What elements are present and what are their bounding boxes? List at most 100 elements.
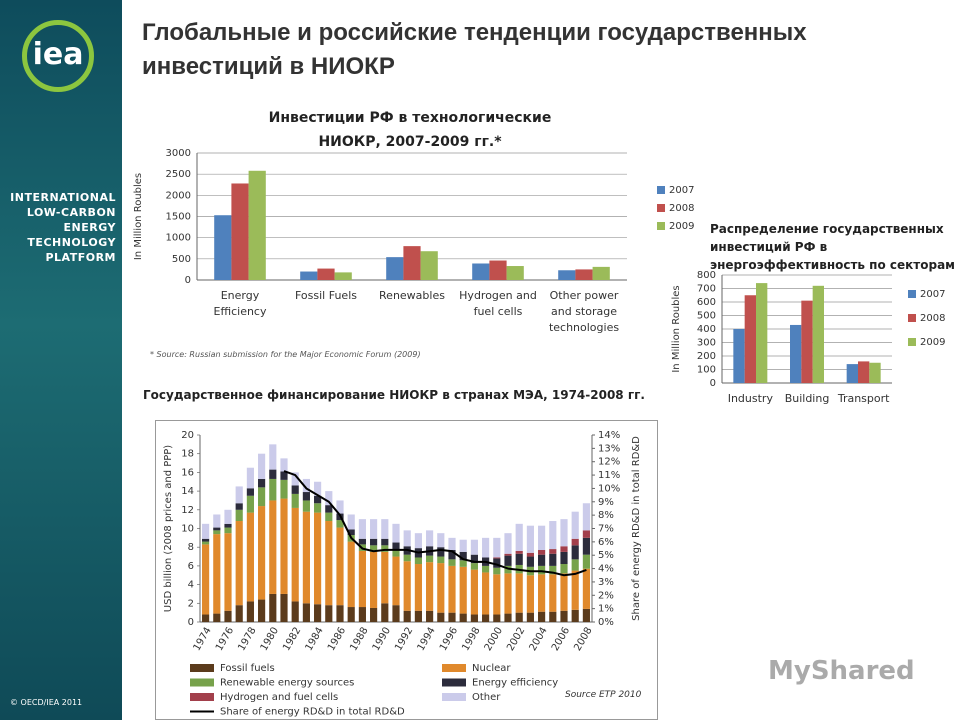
bar-segment: [526, 525, 534, 553]
bar-segment: [538, 554, 546, 566]
legend-swatch: [190, 678, 214, 687]
bar-segment: [582, 554, 590, 569]
bar-segment: [291, 472, 299, 486]
bar-segment: [347, 541, 355, 608]
bar: [744, 295, 756, 383]
x-tick-label: 1984: [304, 626, 326, 654]
y-tick-label: 300: [697, 338, 716, 349]
bar-segment: [392, 542, 400, 551]
bar-segment: [258, 478, 266, 488]
bar: [231, 183, 249, 280]
x-tick-label: 2006: [550, 626, 572, 654]
bar-segment: [549, 574, 557, 612]
y-tick-label: 100: [697, 365, 716, 376]
bar-segment: [538, 550, 546, 555]
x-tick-label: Industry: [727, 392, 773, 405]
y-tick-label: 0: [185, 275, 191, 286]
y-tick-label: 0: [710, 378, 716, 389]
bar-segment: [325, 505, 333, 513]
x-tick-label: 1992: [393, 626, 415, 654]
bar-segment: [560, 610, 568, 622]
bar-segment: [571, 570, 579, 610]
y2-tick-label: 13%: [598, 443, 620, 454]
bar-segment: [414, 533, 422, 549]
bar-segment: [526, 612, 534, 622]
bar-segment: [459, 551, 467, 561]
bar-segment: [515, 612, 523, 622]
bar-segment: [314, 503, 322, 513]
bar-segment: [482, 537, 490, 558]
x-tick-label: 1998: [460, 626, 482, 654]
legend-swatch: [908, 314, 916, 322]
legend-swatch: [190, 664, 214, 672]
bar-segment: [470, 539, 478, 555]
bar-segment: [314, 495, 322, 504]
y2-tick-label: 5%: [598, 550, 614, 561]
bar-segment: [549, 611, 557, 622]
bar-segment: [336, 527, 344, 606]
bar-segment: [526, 552, 534, 557]
bar-segment: [246, 495, 254, 513]
bar-segment: [571, 511, 579, 539]
y-tick-label: 0: [188, 617, 194, 628]
bar-segment: [493, 567, 501, 575]
bar-segment: [515, 550, 523, 554]
bar: [472, 263, 490, 280]
x-tick-label: 2008: [572, 626, 594, 654]
bar-segment: [571, 545, 579, 560]
bar-segment: [269, 478, 277, 501]
bar: [869, 362, 881, 383]
chart-note: * Source: Russian submission for the Maj…: [150, 350, 421, 359]
bar-segment: [370, 551, 378, 608]
bar-segment: [493, 537, 501, 558]
bar-segment: [470, 569, 478, 615]
bar-segment: [526, 575, 534, 613]
bar-segment: [302, 603, 310, 622]
bar-segment: [336, 605, 344, 622]
bar-segment: [336, 520, 344, 528]
bar-segment: [538, 611, 546, 622]
legend-label: Fossil fuels: [220, 663, 275, 674]
legend-swatch: [442, 693, 466, 701]
bar: [300, 271, 318, 280]
y-tick-label: 2500: [166, 169, 191, 180]
x-tick-label: 1996: [438, 626, 460, 654]
y-tick-label: 20: [181, 430, 194, 441]
bar-segment: [291, 601, 299, 622]
x-tick-label: Fossil Fuels: [295, 289, 357, 302]
bar-segment: [269, 593, 277, 622]
bar-segment: [235, 509, 243, 522]
bar-segment: [325, 521, 333, 606]
bar-segment: [392, 523, 400, 543]
bar: [214, 215, 232, 280]
legend-swatch: [442, 664, 466, 672]
bar-segment: [258, 506, 266, 600]
bar-segment: [258, 599, 266, 622]
legend-swatch: [657, 186, 665, 194]
legend-label: Energy efficiency: [472, 678, 558, 689]
y2-axis-label: Share of energy RD&D in total RD&D: [631, 436, 642, 621]
y2-tick-label: 7%: [598, 524, 614, 535]
bar-segment: [482, 572, 490, 615]
bar-segment: [269, 500, 277, 594]
legend-label: Other: [472, 692, 501, 703]
bar-segment: [392, 556, 400, 606]
y-tick-label: 6: [188, 561, 194, 572]
y2-tick-label: 11%: [598, 470, 620, 481]
y2-tick-label: 9%: [598, 497, 614, 508]
y-tick-label: 14: [181, 486, 194, 497]
y2-tick-label: 8%: [598, 510, 614, 521]
bar-segment: [302, 500, 310, 512]
bar-segment: [258, 453, 266, 479]
legend-swatch: [190, 693, 214, 701]
bar-segment: [482, 614, 490, 622]
x-tick-label: 2004: [528, 626, 550, 654]
y-axis-label: In Million Roubles: [671, 285, 682, 372]
y-tick-label: 18: [181, 449, 194, 460]
bar-segment: [291, 507, 299, 602]
bar-segment: [426, 530, 434, 547]
x-tick-label: Renewables: [379, 289, 445, 302]
bar-segment: [437, 612, 445, 622]
bar-segment: [504, 573, 512, 614]
